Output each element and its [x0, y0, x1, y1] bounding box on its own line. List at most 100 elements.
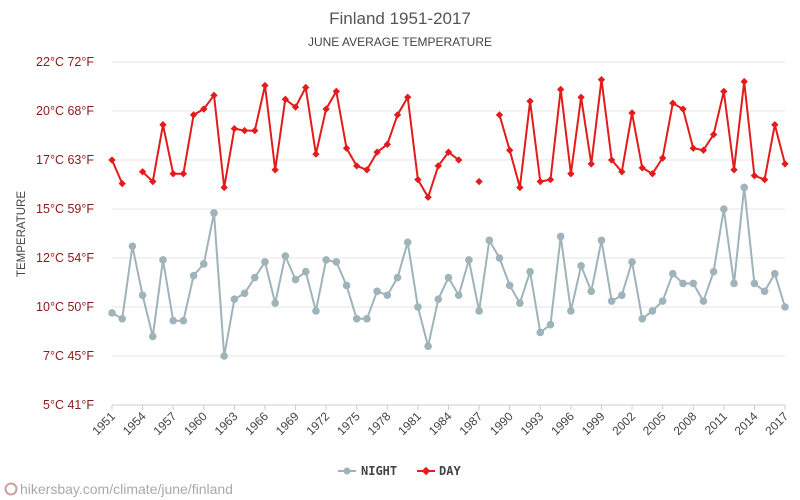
legend-item-day[interactable]: DAY	[417, 464, 461, 478]
night-point	[454, 291, 463, 300]
night-point	[434, 295, 443, 303]
night-point	[403, 238, 412, 247]
night-point	[689, 279, 698, 288]
night-point	[444, 273, 453, 282]
night-point	[720, 205, 728, 213]
x-tick-label: 1978	[365, 409, 394, 438]
night-point	[740, 183, 749, 192]
night-point	[332, 258, 341, 266]
day-point	[495, 111, 504, 119]
day-point	[261, 81, 269, 90]
day-point	[709, 130, 718, 139]
day-point	[373, 148, 381, 156]
night-point	[597, 236, 606, 245]
night-point	[322, 256, 330, 264]
night-point	[618, 291, 626, 300]
chart-subtitle: JUNE AVERAGE TEMPERATURE	[308, 35, 492, 49]
x-tick-label: 1987	[456, 409, 485, 438]
night-point	[363, 314, 371, 323]
day-point	[312, 150, 320, 158]
day-point	[220, 183, 228, 192]
series-lines	[108, 75, 789, 360]
x-tick-label: 2005	[640, 409, 669, 438]
y-tick-label: 5°C 41°F	[43, 398, 94, 412]
y-tick-label: 20°C 68°F	[36, 104, 94, 118]
night-point	[699, 297, 708, 305]
night-point	[771, 269, 779, 278]
x-tick-label: 1957	[151, 409, 180, 438]
night-point	[679, 279, 687, 288]
day-point	[546, 175, 555, 184]
night-point	[393, 273, 402, 282]
day-point	[781, 160, 789, 168]
watermark[interactable]: hikersbay.com/climate/june/finland	[4, 481, 233, 497]
day-point	[556, 85, 565, 94]
series-line-day	[141, 84, 460, 199]
night-point	[128, 242, 137, 251]
day-point	[750, 172, 759, 180]
day-point	[760, 175, 769, 184]
night-point	[373, 287, 381, 296]
night-point	[781, 303, 789, 311]
night-point	[230, 295, 239, 303]
legend-day-label: DAY	[439, 464, 461, 478]
night-point	[526, 267, 534, 276]
day-point	[240, 126, 249, 135]
night-point	[730, 279, 738, 288]
day-point	[210, 91, 218, 99]
night-point	[108, 309, 116, 317]
day-point	[455, 156, 463, 164]
night-point	[179, 316, 188, 325]
x-tick-label: 1996	[548, 409, 577, 438]
day-point	[506, 146, 514, 154]
day-point	[434, 162, 442, 170]
night-point	[587, 287, 596, 296]
night-point	[199, 260, 208, 268]
night-point	[475, 307, 483, 315]
y-tick-label: 15°C 59°F	[36, 202, 94, 216]
chart-title: Finland 1951-2017	[329, 9, 471, 28]
x-tick-label: 1984	[426, 409, 455, 438]
day-point	[607, 156, 616, 164]
night-point	[577, 262, 585, 270]
day-point	[699, 146, 708, 154]
day-point	[444, 148, 453, 156]
series-night	[108, 183, 789, 360]
day-point	[536, 177, 544, 186]
day-point	[414, 175, 422, 184]
night-point	[607, 297, 616, 305]
night-point	[567, 307, 575, 315]
day-point	[720, 87, 728, 96]
day-point	[302, 83, 310, 92]
legend-night-label: NIGHT	[361, 464, 397, 478]
night-point	[148, 332, 157, 341]
day-point	[230, 124, 239, 133]
night-point	[352, 314, 361, 323]
series-line-day	[111, 159, 124, 184]
legend-item-night[interactable]: NIGHT	[338, 464, 397, 478]
night-point	[291, 275, 300, 284]
night-point	[281, 252, 290, 260]
x-tick-label: 1954	[120, 409, 149, 438]
x-tick-label: 1990	[487, 409, 516, 438]
day-point	[332, 87, 341, 96]
day-point	[179, 170, 188, 178]
day-point	[597, 75, 606, 84]
y-tick-label: 22°C 72°F	[36, 55, 94, 69]
x-tick-label: 2008	[671, 409, 700, 438]
y-axis-ticks: 5°C 41°F 7°C 45°F 10°C 50°F 12°C 54°F 15°C 5…	[36, 55, 94, 412]
day-point	[353, 162, 361, 170]
day-point	[648, 170, 657, 178]
day-point	[638, 164, 646, 172]
night-point	[669, 269, 677, 278]
day-point	[771, 121, 779, 129]
x-tick-label: 1999	[579, 409, 608, 438]
x-tick-label: 2017	[762, 409, 791, 438]
x-tick-label: 1972	[303, 409, 332, 438]
night-point	[495, 254, 504, 262]
night-point	[750, 279, 759, 288]
night-point	[383, 291, 392, 300]
y-axis-label: TEMPERATURE	[16, 191, 28, 277]
x-tick-label: 1993	[518, 409, 547, 438]
day-point	[383, 140, 391, 148]
